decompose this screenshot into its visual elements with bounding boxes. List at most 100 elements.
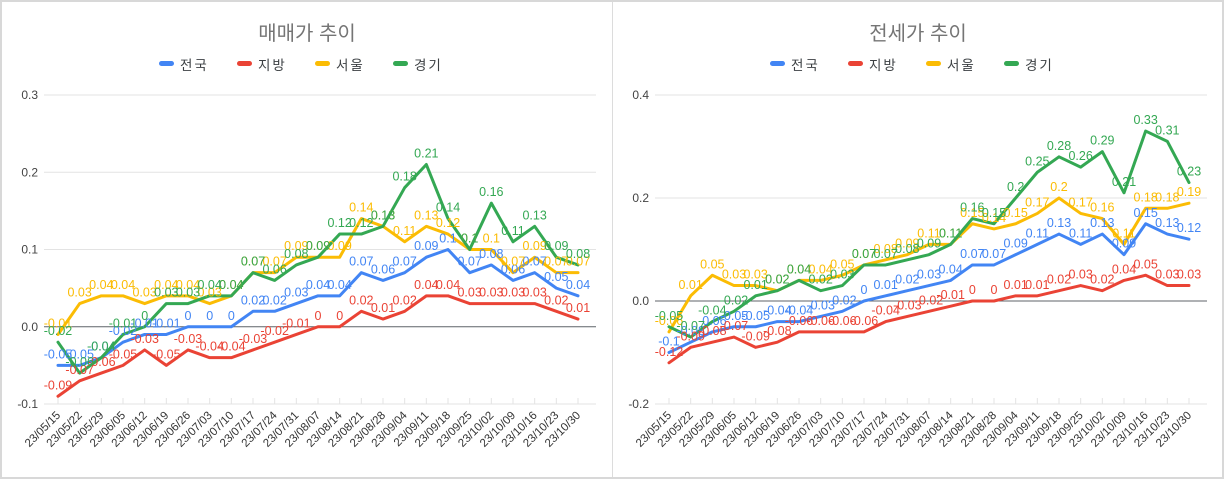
data-label: -0.05 <box>65 347 94 361</box>
legend-label: 전국 <box>791 58 820 73</box>
data-label: 0.28 <box>1047 139 1071 153</box>
data-label: -0.02 <box>915 293 944 307</box>
data-label: 0.07 <box>262 255 286 269</box>
data-label: 0.16 <box>479 185 503 199</box>
chart-title: 전세가 추이 <box>869 22 967 45</box>
data-label: 0.14 <box>982 211 1006 225</box>
data-label: 0.29 <box>1090 134 1114 148</box>
data-label: -0.03 <box>893 298 922 312</box>
data-label: 0.02 <box>544 293 568 307</box>
data-label: 0.04 <box>111 278 135 292</box>
legend-swatch <box>848 61 863 66</box>
data-label: 0.07 <box>873 247 897 261</box>
chart-sale-price-trend: 매매가 추이 전국 지방 서울 경기 0.3 0.2 0.1 0.0 -0.1 23/05/15 23… <box>2 2 612 477</box>
data-label: 0 <box>141 309 148 323</box>
data-label: -0.03 <box>239 332 268 346</box>
data-label: -0.04 <box>217 340 246 354</box>
data-label: -0.02 <box>260 324 289 338</box>
data-label: 0.08 <box>479 247 503 261</box>
data-label: 0.07 <box>982 247 1006 261</box>
data-label: 0.01 <box>1003 278 1027 292</box>
data-label: 0.08 <box>284 247 308 261</box>
data-label: 0.14 <box>436 201 460 215</box>
data-label: 0.25 <box>1025 154 1049 168</box>
data-label: 0.06 <box>262 262 286 276</box>
data-label: 0.03 <box>1155 268 1179 282</box>
data-label: 0.03 <box>501 286 525 300</box>
legend-swatch <box>237 61 252 66</box>
data-label: 0.12 <box>327 216 351 230</box>
chart-jeonse-price-trend: 전세가 추이 전국 지방 서울 경기 0.4 0.2 0.0 -0.2 23/05/15 23/05… <box>612 2 1222 477</box>
series-line-지방 <box>667 273 1191 365</box>
data-label: 0.04 <box>219 278 243 292</box>
data-label: 0.01 <box>873 278 897 292</box>
data-label: -0.05 <box>109 347 138 361</box>
data-label: -0.06 <box>806 314 835 328</box>
data-label: 0.07 <box>852 247 876 261</box>
data-label: 0.03 <box>176 286 200 300</box>
data-label: -0.03 <box>130 332 159 346</box>
data-label: 0.07 <box>544 255 568 269</box>
data-label: 0.17 <box>1068 195 1092 209</box>
data-label: 0.18 <box>392 170 416 184</box>
data-label: 0.04 <box>436 278 460 292</box>
data-label: 0.03 <box>132 286 156 300</box>
data-label: 0.06 <box>501 262 525 276</box>
data-label: 0.07 <box>241 255 265 269</box>
data-label: 0 <box>315 309 322 323</box>
data-label: 0.01 <box>678 278 702 292</box>
data-label: 0.33 <box>1133 113 1157 127</box>
data-label: 0 <box>185 309 192 323</box>
data-label: -0.06 <box>785 314 814 328</box>
legend-swatch <box>393 61 408 66</box>
data-label: 0.13 <box>371 208 395 222</box>
data-label: 0.15 <box>1133 206 1157 220</box>
data-label: 0.02 <box>349 293 373 307</box>
data-label: 0.21 <box>1112 175 1136 189</box>
legend-item: 경기 <box>393 58 441 73</box>
data-label: 0.07 <box>852 247 876 261</box>
data-label: -0.02 <box>828 293 857 307</box>
data-label: 0.03 <box>722 268 746 282</box>
y-tick-label: -0.1 <box>17 397 38 411</box>
data-label: -0.04 <box>698 304 727 318</box>
data-label: -0.05 <box>655 309 684 323</box>
data-label: -0.02 <box>720 293 749 307</box>
data-label: -0.01 <box>936 288 965 302</box>
data-label: 0.01 <box>566 301 590 315</box>
y-tick-label: -0.2 <box>628 397 649 411</box>
data-label: 0.03 <box>917 268 941 282</box>
legend-swatch <box>1004 61 1019 66</box>
data-label: 0.09 <box>917 237 941 251</box>
data-label: 0.03 <box>284 286 308 300</box>
data-label: 0.09 <box>327 239 351 253</box>
data-label: 0.13 <box>371 208 395 222</box>
data-label: 0.02 <box>765 273 789 287</box>
data-label: 0.1 <box>461 232 478 246</box>
data-label: 0.13 <box>414 208 438 222</box>
data-label: -0.06 <box>828 314 857 328</box>
legend-label: 지방 <box>258 58 287 73</box>
y-tick-label: 0.2 <box>632 191 649 205</box>
data-label: -0.07 <box>720 319 749 333</box>
data-label: -0.12 <box>655 345 684 359</box>
data-label: 0.01 <box>743 278 767 292</box>
data-label: 0.05 <box>830 257 854 271</box>
data-label: 0.04 <box>808 262 832 276</box>
data-label: 0.02 <box>392 293 416 307</box>
data-label: 0.07 <box>457 255 481 269</box>
data-label: -0.1 <box>658 335 680 349</box>
data-label: 0.09 <box>1003 237 1027 251</box>
data-label: 0.06 <box>371 262 395 276</box>
data-label: -0.07 <box>65 363 94 377</box>
data-label: 0.01 <box>371 301 395 315</box>
data-label: 0.03 <box>743 268 767 282</box>
data-label: 0.08 <box>566 247 590 261</box>
data-label: 0 <box>861 283 868 297</box>
legend-item: 전국 <box>159 58 207 73</box>
legend-item: 지방 <box>237 58 287 73</box>
legend-item: 서울 <box>926 58 974 73</box>
data-label: 0.15 <box>982 206 1006 220</box>
